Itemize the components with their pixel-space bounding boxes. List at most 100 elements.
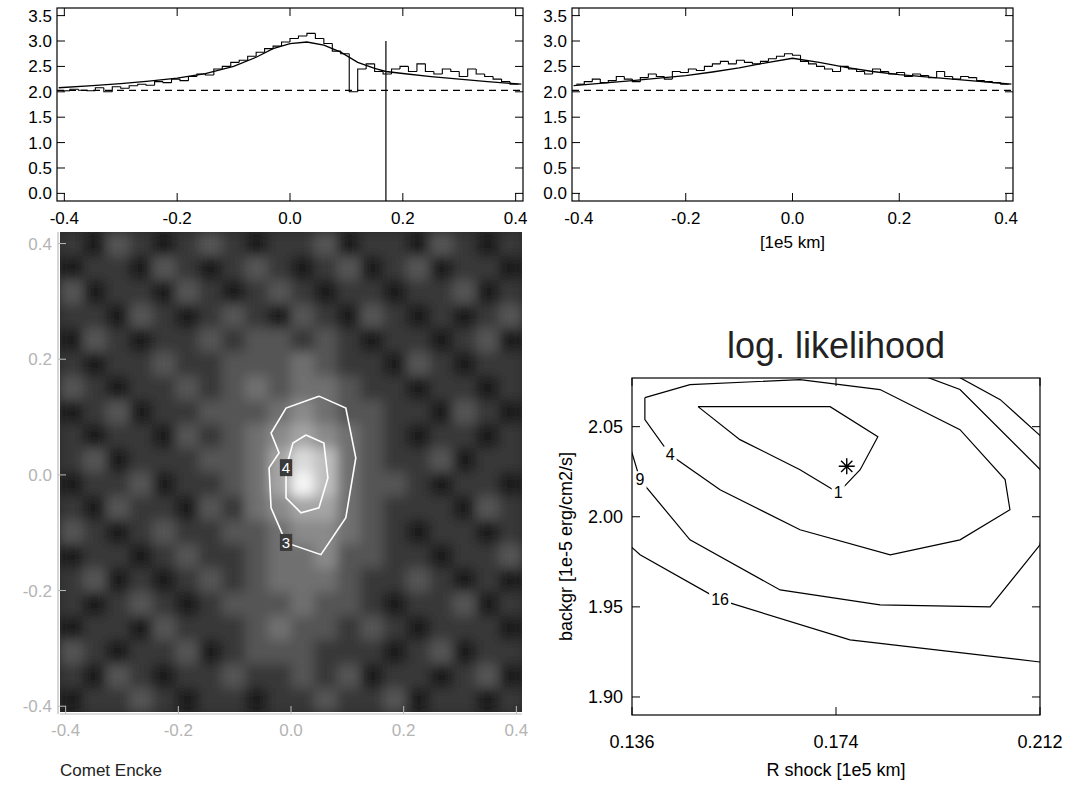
histogram-step	[696, 69, 704, 71]
image-cell	[152, 328, 176, 353]
image-cell	[268, 256, 292, 281]
image-cell	[291, 664, 315, 689]
frame	[57, 8, 523, 201]
image-cell	[383, 400, 407, 425]
image-cell	[176, 304, 200, 329]
image-cell	[60, 448, 84, 473]
image-cell	[245, 616, 269, 641]
image-cell	[291, 328, 315, 353]
image-cell	[383, 280, 407, 305]
image-cell	[199, 688, 223, 712]
x-tick	[632, 707, 633, 715]
image-cell	[129, 328, 153, 353]
image-cell	[499, 544, 522, 569]
image-cell	[245, 520, 269, 545]
histogram-step	[937, 71, 945, 77]
image-cell	[129, 616, 153, 641]
image-cell	[60, 376, 84, 401]
y-tick-right	[1005, 91, 1013, 92]
image-cell	[176, 616, 200, 641]
image-cell	[407, 304, 431, 329]
y-tick-right	[1005, 142, 1013, 143]
image-cell	[453, 496, 477, 521]
image-cell	[407, 472, 431, 497]
image-cell	[83, 280, 107, 305]
image-cell	[176, 232, 200, 257]
histogram-step	[817, 64, 825, 67]
image-cell	[60, 544, 84, 569]
x-tick	[792, 193, 793, 201]
image-cell	[360, 688, 384, 712]
x-tick	[1040, 707, 1041, 715]
image-cell	[152, 472, 176, 497]
image-cell	[129, 664, 153, 689]
image-cell	[245, 496, 269, 521]
histogram-step	[315, 33, 323, 38]
y-tick-right	[1005, 193, 1013, 194]
histogram-step	[784, 54, 792, 57]
contour-label-group: 4	[280, 459, 292, 476]
image-cell	[430, 520, 454, 545]
image-cell	[199, 544, 223, 569]
x-tick-label: 0.4	[504, 209, 528, 228]
image-cell	[106, 400, 130, 425]
image-cell	[129, 448, 153, 473]
image-cell	[291, 376, 315, 401]
image-cell	[314, 232, 338, 257]
image-cell	[499, 400, 522, 425]
image-cell	[291, 352, 315, 377]
histogram-step	[793, 54, 801, 56]
x-tick	[178, 706, 179, 714]
image-cell	[83, 640, 107, 665]
image-cell	[176, 352, 200, 377]
image-cell	[337, 328, 361, 353]
image-cell	[222, 568, 246, 593]
image-cell	[314, 304, 338, 329]
image-cell	[360, 568, 384, 593]
image-cell	[106, 448, 130, 473]
image-cell	[176, 424, 200, 449]
image-cell	[199, 424, 223, 449]
image-cell	[407, 424, 431, 449]
image-cell	[106, 688, 130, 712]
image-cell	[453, 616, 477, 641]
histogram-step	[408, 66, 416, 71]
image-cell	[83, 424, 107, 449]
image-cell	[314, 520, 338, 545]
image-cell	[360, 424, 384, 449]
x-tick-top	[792, 8, 793, 16]
image-cell	[337, 520, 361, 545]
image-cell	[499, 232, 522, 257]
image-cell	[176, 376, 200, 401]
x-tick-label: -0.2	[163, 209, 192, 228]
image-cell	[106, 472, 130, 497]
histogram-step	[146, 84, 154, 85]
image-cell	[453, 664, 477, 689]
image-cell	[106, 496, 130, 521]
image-cell	[106, 592, 130, 617]
image-cell	[222, 304, 246, 329]
y-tick-label: 0.0	[28, 184, 52, 203]
image-cell	[337, 352, 361, 377]
image-cell	[245, 688, 269, 712]
image-cell	[83, 568, 107, 593]
image-cell	[383, 640, 407, 665]
image-cell	[245, 544, 269, 569]
label-patch	[709, 591, 731, 608]
image-cell	[129, 256, 153, 281]
image-cell	[453, 328, 477, 353]
image-cell	[476, 328, 500, 353]
x-tick-label: 0.0	[279, 721, 303, 740]
histogram-step	[400, 66, 408, 69]
y-tick	[58, 243, 66, 244]
y-tick-right	[515, 142, 523, 143]
model-curve	[59, 42, 522, 88]
image-cell	[476, 688, 500, 712]
image-cell	[222, 424, 246, 449]
image-cell	[476, 544, 500, 569]
best-fit-marker	[839, 458, 855, 474]
x-tick-label: -0.4	[51, 721, 80, 740]
image-cell	[152, 640, 176, 665]
image-cell	[476, 352, 500, 377]
plot-area	[60, 232, 522, 712]
